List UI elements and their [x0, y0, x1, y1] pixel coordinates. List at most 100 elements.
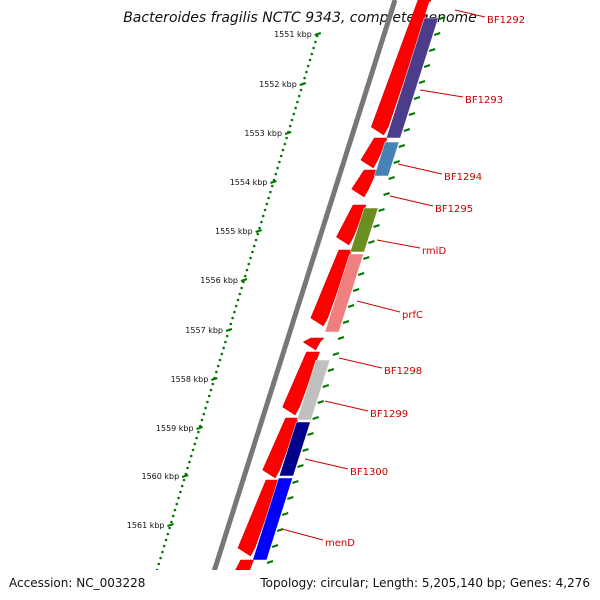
gene-label-bf1292: BF1292: [487, 15, 525, 26]
gene-block-bf1292: [425, 1, 444, 15]
inner-tick: [266, 560, 274, 564]
scale-tick-label: 1556 kbp: [200, 276, 238, 285]
scale-dot: [229, 322, 233, 326]
forward-gene-arrow: [282, 351, 320, 416]
scale-tick: [181, 474, 189, 478]
scale-dot: [164, 538, 168, 542]
label-leader-line: [338, 357, 383, 369]
inner-tick: [312, 416, 319, 420]
gene-label-bf1298: BF1298: [384, 366, 422, 377]
inner-tick: [383, 192, 390, 196]
scale-dot: [233, 310, 236, 314]
scale-dot: [159, 556, 162, 560]
forward-gene-arrow: [336, 204, 367, 246]
scale-tick: [314, 32, 322, 36]
backbone-line: [202, 0, 398, 600]
scale-tick: [255, 229, 263, 233]
scale-dot: [312, 46, 315, 50]
inner-tick: [433, 32, 441, 36]
inner-tick: [317, 400, 325, 404]
scale-dot: [209, 388, 213, 392]
gene-label-rmld: rmlD: [422, 246, 446, 257]
gene-label-bf1300: BF1300: [350, 467, 388, 478]
scale-dot: [270, 184, 274, 188]
inner-tick: [403, 128, 411, 132]
scale-dot: [274, 172, 278, 176]
scale-tick: [167, 523, 174, 527]
scale-dot: [207, 394, 211, 398]
inner-tick: [332, 352, 340, 356]
scale-dot: [186, 466, 189, 470]
inner-tick: [357, 272, 365, 276]
inner-tick: [388, 176, 395, 180]
gene-label-mend: menD: [325, 538, 355, 549]
scale-dot: [296, 100, 299, 104]
scale-tick-label: 1557 kbp: [185, 326, 223, 335]
scale-dot: [188, 460, 191, 464]
label-leader-line: [454, 9, 486, 18]
scale-dot: [243, 274, 247, 278]
forward-gene-arrow: [237, 479, 280, 557]
scale-dot: [256, 232, 260, 236]
scale-dot: [161, 550, 164, 554]
inner-tick: [352, 288, 360, 292]
scale-dot: [261, 214, 265, 218]
label-leader-line: [324, 400, 369, 412]
scale-dot: [157, 562, 161, 566]
scale-dot: [240, 286, 243, 290]
inner-tick: [347, 304, 355, 308]
inner-ticks: [256, 16, 446, 596]
scale-tick: [284, 131, 292, 135]
scale-tick: [270, 180, 277, 184]
scale-tick-label: 1553 kbp: [244, 129, 282, 138]
inner-tick: [418, 80, 426, 84]
scale-dot: [204, 406, 207, 410]
scale-dot: [180, 484, 184, 488]
inner-tick: [342, 320, 350, 324]
inner-tick: [302, 448, 309, 452]
inner-tick: [327, 368, 335, 372]
inner-tick: [281, 512, 289, 516]
scale-tick: [210, 377, 218, 381]
gene-label-bf1293: BF1293: [465, 95, 503, 106]
forward-gene-arrow: [302, 337, 325, 351]
inner-tick: [368, 240, 375, 244]
scale-dot: [310, 52, 314, 56]
label-leader-line: [419, 89, 464, 98]
scale-tick-label: 1559 kbp: [156, 424, 194, 433]
scale-dot: [238, 292, 242, 296]
gene-category-blocks: [252, 1, 444, 561]
scale-dot: [197, 430, 200, 434]
inner-tick: [307, 432, 314, 436]
scale-dotted-arc: [146, 34, 319, 600]
scale-dot: [276, 166, 279, 170]
scale-dot: [170, 520, 173, 524]
footer-background: [0, 570, 600, 600]
scale-dot: [252, 244, 256, 248]
scale-tick-label: 1561 kbp: [127, 521, 165, 530]
scale-dot: [305, 70, 308, 74]
scale-dot: [202, 412, 206, 416]
scale-dot: [247, 262, 251, 266]
inner-tick: [393, 160, 401, 164]
inner-tick: [322, 384, 330, 388]
gene-block-mend: [252, 477, 293, 561]
inner-tick: [271, 544, 279, 548]
label-leader-line: [376, 239, 421, 249]
scale-ticks: 1551 kbp 1552 kbp 1553 kbp 1554 kbp 1555 kbp…: [112, 30, 322, 579]
label-leader-line: [281, 528, 324, 541]
inner-tick: [428, 48, 436, 52]
scale-dot: [166, 532, 170, 536]
scale-dot: [216, 364, 220, 368]
scale-dot: [303, 76, 306, 80]
scale-tick-label: 1555 kbp: [215, 227, 253, 236]
gene-label-bf1295: BF1295: [435, 204, 473, 215]
inner-tick: [423, 64, 431, 68]
forward-gene-arrow: [360, 137, 388, 169]
forward-gene-arrow: [351, 169, 378, 198]
scale-dot: [234, 304, 238, 308]
gene-block-rmld: [349, 207, 379, 253]
scale-dot: [269, 190, 272, 194]
scale-dot: [314, 40, 317, 44]
